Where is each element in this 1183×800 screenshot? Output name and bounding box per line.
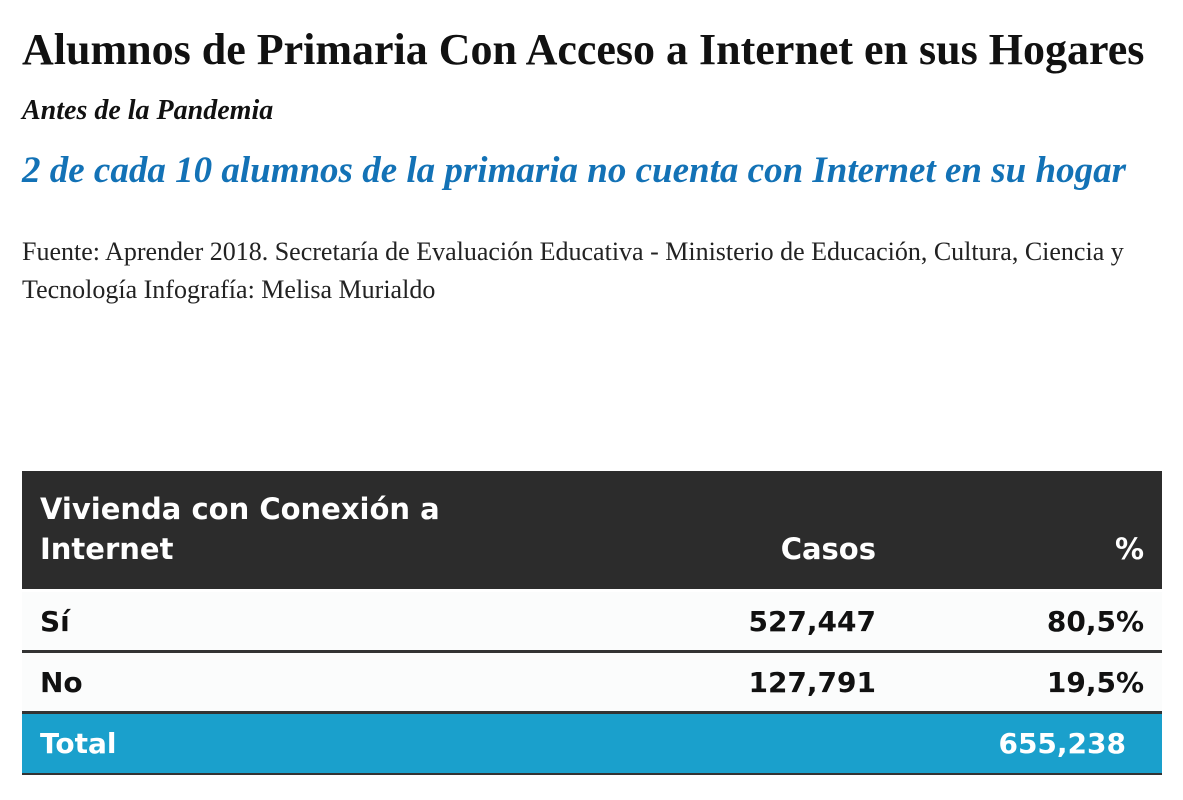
cell-percent: 80,5% (894, 589, 1162, 653)
table-footer: Total 655,238 (22, 712, 1162, 775)
table-row: No 127,791 19,5% (22, 651, 1162, 714)
column-header-casos: Casos (518, 471, 894, 592)
infographic: Alumnos de Primaria Con Acceso a Interne… (22, 0, 1162, 775)
table-row: Sí 527,447 80,5% (22, 589, 1162, 653)
cell-casos: 127,791 (518, 651, 894, 714)
cell-casos: 527,447 (518, 589, 894, 653)
cell-vivienda: Sí (22, 589, 518, 653)
data-table: Vivienda con Conexión a Internet Casos %… (22, 471, 1162, 775)
table-body: Sí 527,447 80,5% No 127,791 19,5% (22, 589, 1162, 714)
cell-vivienda: No (22, 651, 518, 714)
page-subtitle: Antes de la Pandemia (22, 95, 274, 126)
column-header-percent: % (894, 471, 1162, 592)
cell-percent: 19,5% (894, 651, 1162, 714)
total-label: Total (22, 712, 518, 775)
column-header-vivienda: Vivienda con Conexión a Internet (22, 471, 518, 592)
header-row: Vivienda con Conexión a Internet Casos % (22, 471, 1162, 592)
source-credit: Fuente: Aprender 2018. Secretaría de Eva… (22, 237, 1124, 304)
total-row: Total 655,238 (22, 712, 1162, 775)
total-value: 655,238 (518, 712, 1162, 775)
headline: 2 de cada 10 alumnos de la primaria no c… (22, 150, 1126, 191)
table-header: Vivienda con Conexión a Internet Casos % (22, 471, 1162, 592)
page-title: Alumnos de Primaria Con Acceso a Interne… (22, 25, 1145, 74)
